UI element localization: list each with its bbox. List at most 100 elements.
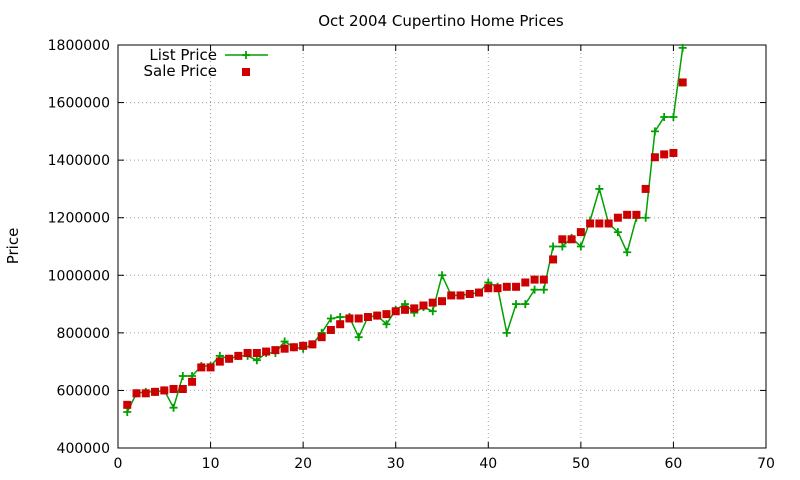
list-price-point: [669, 112, 678, 121]
legend-plus-glyph: [242, 51, 250, 59]
sale-price-point: [447, 291, 456, 300]
list-price-point: [678, 43, 687, 52]
sale-price-point: [336, 320, 345, 329]
sale-price-point: [419, 301, 428, 310]
sale-price-point: [271, 346, 280, 355]
sale-price-point: [678, 78, 687, 87]
sale-price-point: [308, 340, 317, 349]
sale-price-point: [493, 284, 502, 293]
sale-price-point: [354, 314, 363, 323]
plot-frame: [117, 44, 767, 449]
list-price-point: [595, 184, 604, 193]
sale-price-point: [512, 282, 521, 291]
y-axis-label: Price: [4, 228, 22, 265]
sale-price-point: [363, 313, 372, 322]
sale-price-point: [465, 289, 474, 298]
list-price-point: [613, 228, 622, 237]
list-price-point: [336, 313, 345, 322]
sale-price-point: [530, 275, 539, 284]
sale-price-point: [160, 386, 169, 395]
sale-price-point: [613, 213, 622, 222]
y-tick-label: 400000: [57, 441, 110, 457]
sale-price-point: [521, 278, 530, 287]
list-price-point: [650, 127, 659, 136]
y-tick-label: 600000: [57, 383, 110, 399]
list-price-point: [549, 242, 558, 251]
sale-price-point: [650, 153, 659, 162]
x-tick-label: 50: [572, 456, 590, 472]
sale-price-point: [188, 377, 197, 386]
list-price-point: [326, 314, 335, 323]
sale-price-point: [595, 219, 604, 228]
sale-price-point: [206, 363, 215, 372]
x-tick-label: 30: [387, 456, 405, 472]
list-price-point: [623, 248, 632, 257]
x-tick-label: 10: [202, 456, 220, 472]
sale-price-point: [456, 291, 465, 300]
sale-price-point: [660, 150, 669, 159]
y-tick-label: 1600000: [48, 96, 110, 112]
sale-price-point: [234, 351, 243, 360]
y-tick-label: 1800000: [48, 38, 110, 54]
y-tick-label: 1400000: [48, 153, 110, 169]
axis-ticks: 0 10 20 30 40 50 60 70 400000 600000 800000 1000000…: [48, 38, 775, 472]
sale-price-point: [299, 341, 308, 350]
sale-price-point: [141, 389, 150, 398]
list-price-point: [280, 337, 289, 346]
list-price-point: [576, 242, 585, 251]
x-tick-label: 20: [294, 456, 312, 472]
x-tick-label: 0: [114, 456, 123, 472]
sale-price-point: [632, 210, 641, 219]
list-price-point: [354, 333, 363, 342]
legend-marker-list-price: [242, 51, 250, 59]
list-price-point: [641, 213, 650, 222]
legend: List Price Sale Price: [144, 46, 268, 80]
list-price-point: [502, 328, 511, 337]
x-tick-label: 70: [757, 456, 775, 472]
sale-price-point: [132, 389, 141, 398]
list-price-point: [428, 307, 437, 316]
x-tick-label: 40: [479, 456, 497, 472]
sale-price-point: [373, 311, 382, 320]
sale-price-point: [391, 307, 400, 316]
y-tick-label: 1200000: [48, 211, 110, 227]
legend-label-sale-price: Sale Price: [144, 62, 217, 80]
sale-price-point: [438, 297, 446, 306]
sale-price-point: [410, 304, 419, 313]
list-price-point: [123, 408, 132, 417]
sale-price-point: [382, 310, 391, 319]
sale-price-point: [558, 235, 567, 244]
y-tick-label: 1000000: [48, 268, 110, 284]
list-price-point: [252, 356, 261, 365]
grid: [118, 45, 766, 448]
sale-price-point: [567, 235, 576, 244]
sale-price-point: [215, 357, 224, 366]
list-price-point: [521, 300, 530, 309]
chart-title: Oct 2004 Cupertino Home Prices: [318, 12, 564, 30]
sale-price-point: [326, 325, 335, 334]
legend-marker-sale-price: [242, 68, 250, 76]
sale-price-point: [151, 387, 160, 396]
list-price-point: [512, 300, 521, 309]
sale-price-point: [400, 305, 409, 314]
sale-price-point: [178, 384, 187, 393]
sale-price-point: [641, 184, 650, 193]
sale-price-point: [317, 333, 326, 342]
sale-price-point: [197, 363, 206, 372]
sale-price-point: [502, 282, 511, 291]
list-price-point: [660, 112, 669, 121]
sale-price-point: [484, 284, 493, 293]
sale-price-point: [586, 219, 595, 228]
sale-price-point: [345, 314, 354, 323]
sale-price-point: [289, 343, 298, 352]
sale-price-point: [169, 384, 178, 393]
list-price-point: [169, 403, 178, 412]
sale-price-point: [539, 275, 548, 284]
sale-price-point: [604, 219, 613, 228]
list-price-point: [438, 271, 446, 280]
sale-price-point: [549, 255, 558, 264]
sale-price-point: [669, 148, 678, 157]
sale-price-point: [475, 288, 484, 297]
sale-price-point: [262, 347, 271, 356]
